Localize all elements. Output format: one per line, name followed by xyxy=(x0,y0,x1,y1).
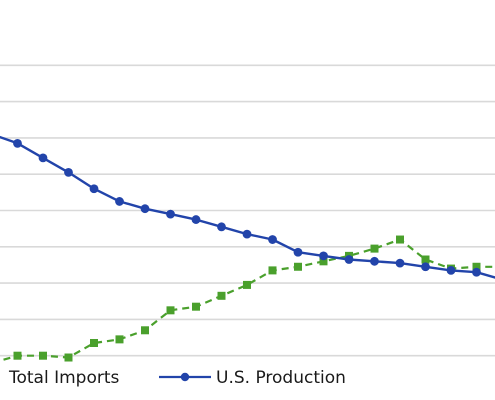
data-point-imports-11 xyxy=(268,266,277,275)
data-point-imports-6 xyxy=(141,326,149,335)
legend-item-imports: Total Imports xyxy=(8,368,120,388)
data-point-production-17 xyxy=(421,262,430,272)
series-line-imports xyxy=(0,238,495,362)
data-point-production-13 xyxy=(319,251,328,261)
data-point-imports-1 xyxy=(13,351,22,360)
data-point-production-7 xyxy=(166,209,175,219)
data-point-imports-4 xyxy=(90,338,98,347)
legend-label-imports: Total Imports xyxy=(8,368,120,388)
data-point-production-10 xyxy=(242,229,252,239)
data-point-production-6 xyxy=(140,204,150,214)
data-point-production-16 xyxy=(395,258,405,268)
data-point-imports-15 xyxy=(370,244,379,253)
data-point-production-11 xyxy=(268,235,277,244)
data-point-imports-10 xyxy=(243,280,251,289)
data-point-production-3 xyxy=(64,167,73,177)
data-point-imports-17 xyxy=(421,255,430,264)
legend-label-production: U.S. Production xyxy=(216,368,346,388)
data-point-production-5 xyxy=(115,197,124,206)
data-point-production-12 xyxy=(293,247,303,257)
plot-area xyxy=(0,135,495,362)
gridlines xyxy=(0,64,495,357)
legend-marker-production xyxy=(180,372,190,382)
data-point-production-9 xyxy=(217,222,226,232)
legend: Total Imports U.S. Production xyxy=(8,368,346,388)
data-point-production-1 xyxy=(13,138,22,148)
data-point-production-15 xyxy=(370,256,379,266)
data-point-imports-19 xyxy=(472,262,481,271)
legend-item-production: U.S. Production xyxy=(159,368,346,388)
series-line-production xyxy=(0,135,495,279)
data-point-production-14 xyxy=(344,255,354,264)
data-point-imports-3 xyxy=(64,353,73,362)
data-point-production-8 xyxy=(191,215,201,224)
data-point-production-4 xyxy=(89,184,99,194)
data-point-production-19 xyxy=(472,267,481,277)
data-point-production-18 xyxy=(446,265,456,275)
data-point-imports-5 xyxy=(115,335,124,344)
data-point-imports-13 xyxy=(319,257,328,266)
data-point-imports-2 xyxy=(39,351,47,360)
data-point-imports-9 xyxy=(217,291,226,300)
data-point-production-2 xyxy=(38,153,48,163)
data-point-imports-7 xyxy=(166,306,175,315)
data-point-imports-8 xyxy=(192,302,200,311)
data-point-imports-16 xyxy=(396,235,404,244)
data-point-imports-12 xyxy=(294,262,302,271)
